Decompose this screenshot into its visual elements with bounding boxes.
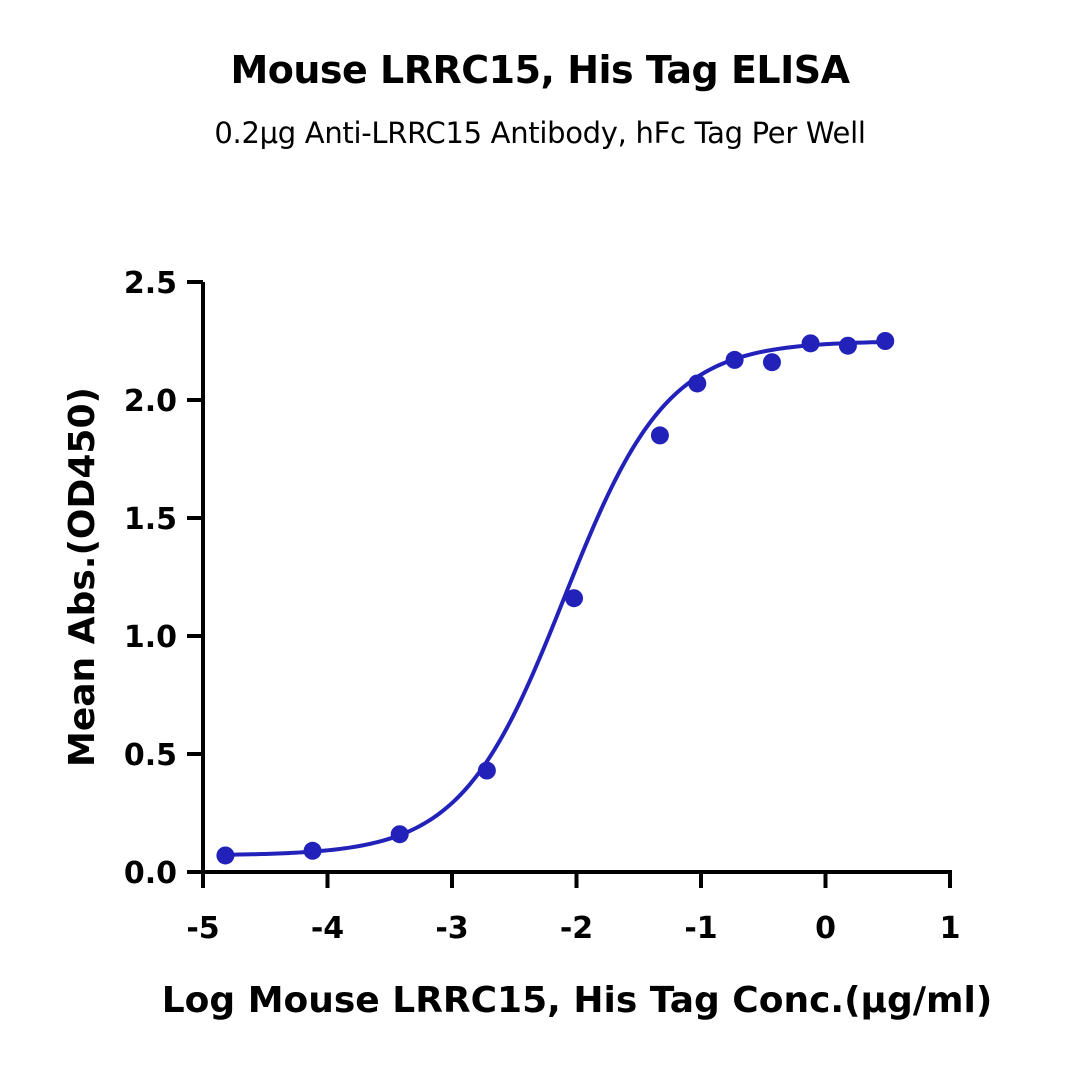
data-point	[303, 841, 322, 860]
axes	[201, 282, 952, 874]
data-point	[838, 336, 857, 355]
data-point	[876, 332, 895, 350]
x-tick-label: 1	[940, 911, 961, 946]
x-tick-label: -1	[684, 911, 717, 946]
y-tick-label: 0.5	[124, 738, 177, 773]
data-point	[801, 334, 820, 353]
y-tick-label: 0.0	[124, 856, 177, 891]
y-tick-label: 1.0	[124, 620, 177, 655]
data-point	[477, 761, 496, 780]
data-point	[725, 350, 744, 369]
y-axis-label: Mean Abs.(OD450)	[62, 387, 103, 767]
x-tick-label: -4	[311, 911, 344, 946]
data-points	[216, 332, 895, 865]
data-point	[688, 374, 707, 393]
data-point	[216, 846, 235, 865]
x-tick-label: 0	[815, 911, 836, 946]
x-axis-label: Log Mouse LRRC15, His Tag Conc.(μg/ml)	[162, 980, 993, 1021]
chart-title: Mouse LRRC15, His Tag ELISA	[230, 48, 850, 92]
data-point	[390, 825, 409, 844]
data-point	[565, 589, 584, 608]
y-tick-label: 1.5	[124, 502, 177, 537]
data-point	[650, 426, 669, 445]
x-tick-label: -2	[560, 911, 593, 946]
y-ticks: 0.0 0.5 1.0 1.5 2.0 2.5	[124, 266, 203, 891]
y-tick-label: 2.0	[124, 384, 177, 419]
x-ticks: -5 -4 -3 -2 -1 0 1	[186, 872, 960, 946]
x-tick-label: -3	[435, 911, 468, 946]
y-tick-label: 2.5	[124, 266, 177, 301]
data-point	[762, 353, 781, 372]
chart-subtitle: 0.2μg Anti-LRRC15 Antibody, hFc Tag Per …	[214, 116, 866, 150]
fit-curve	[225, 340, 886, 857]
x-tick-label: -5	[186, 911, 219, 946]
